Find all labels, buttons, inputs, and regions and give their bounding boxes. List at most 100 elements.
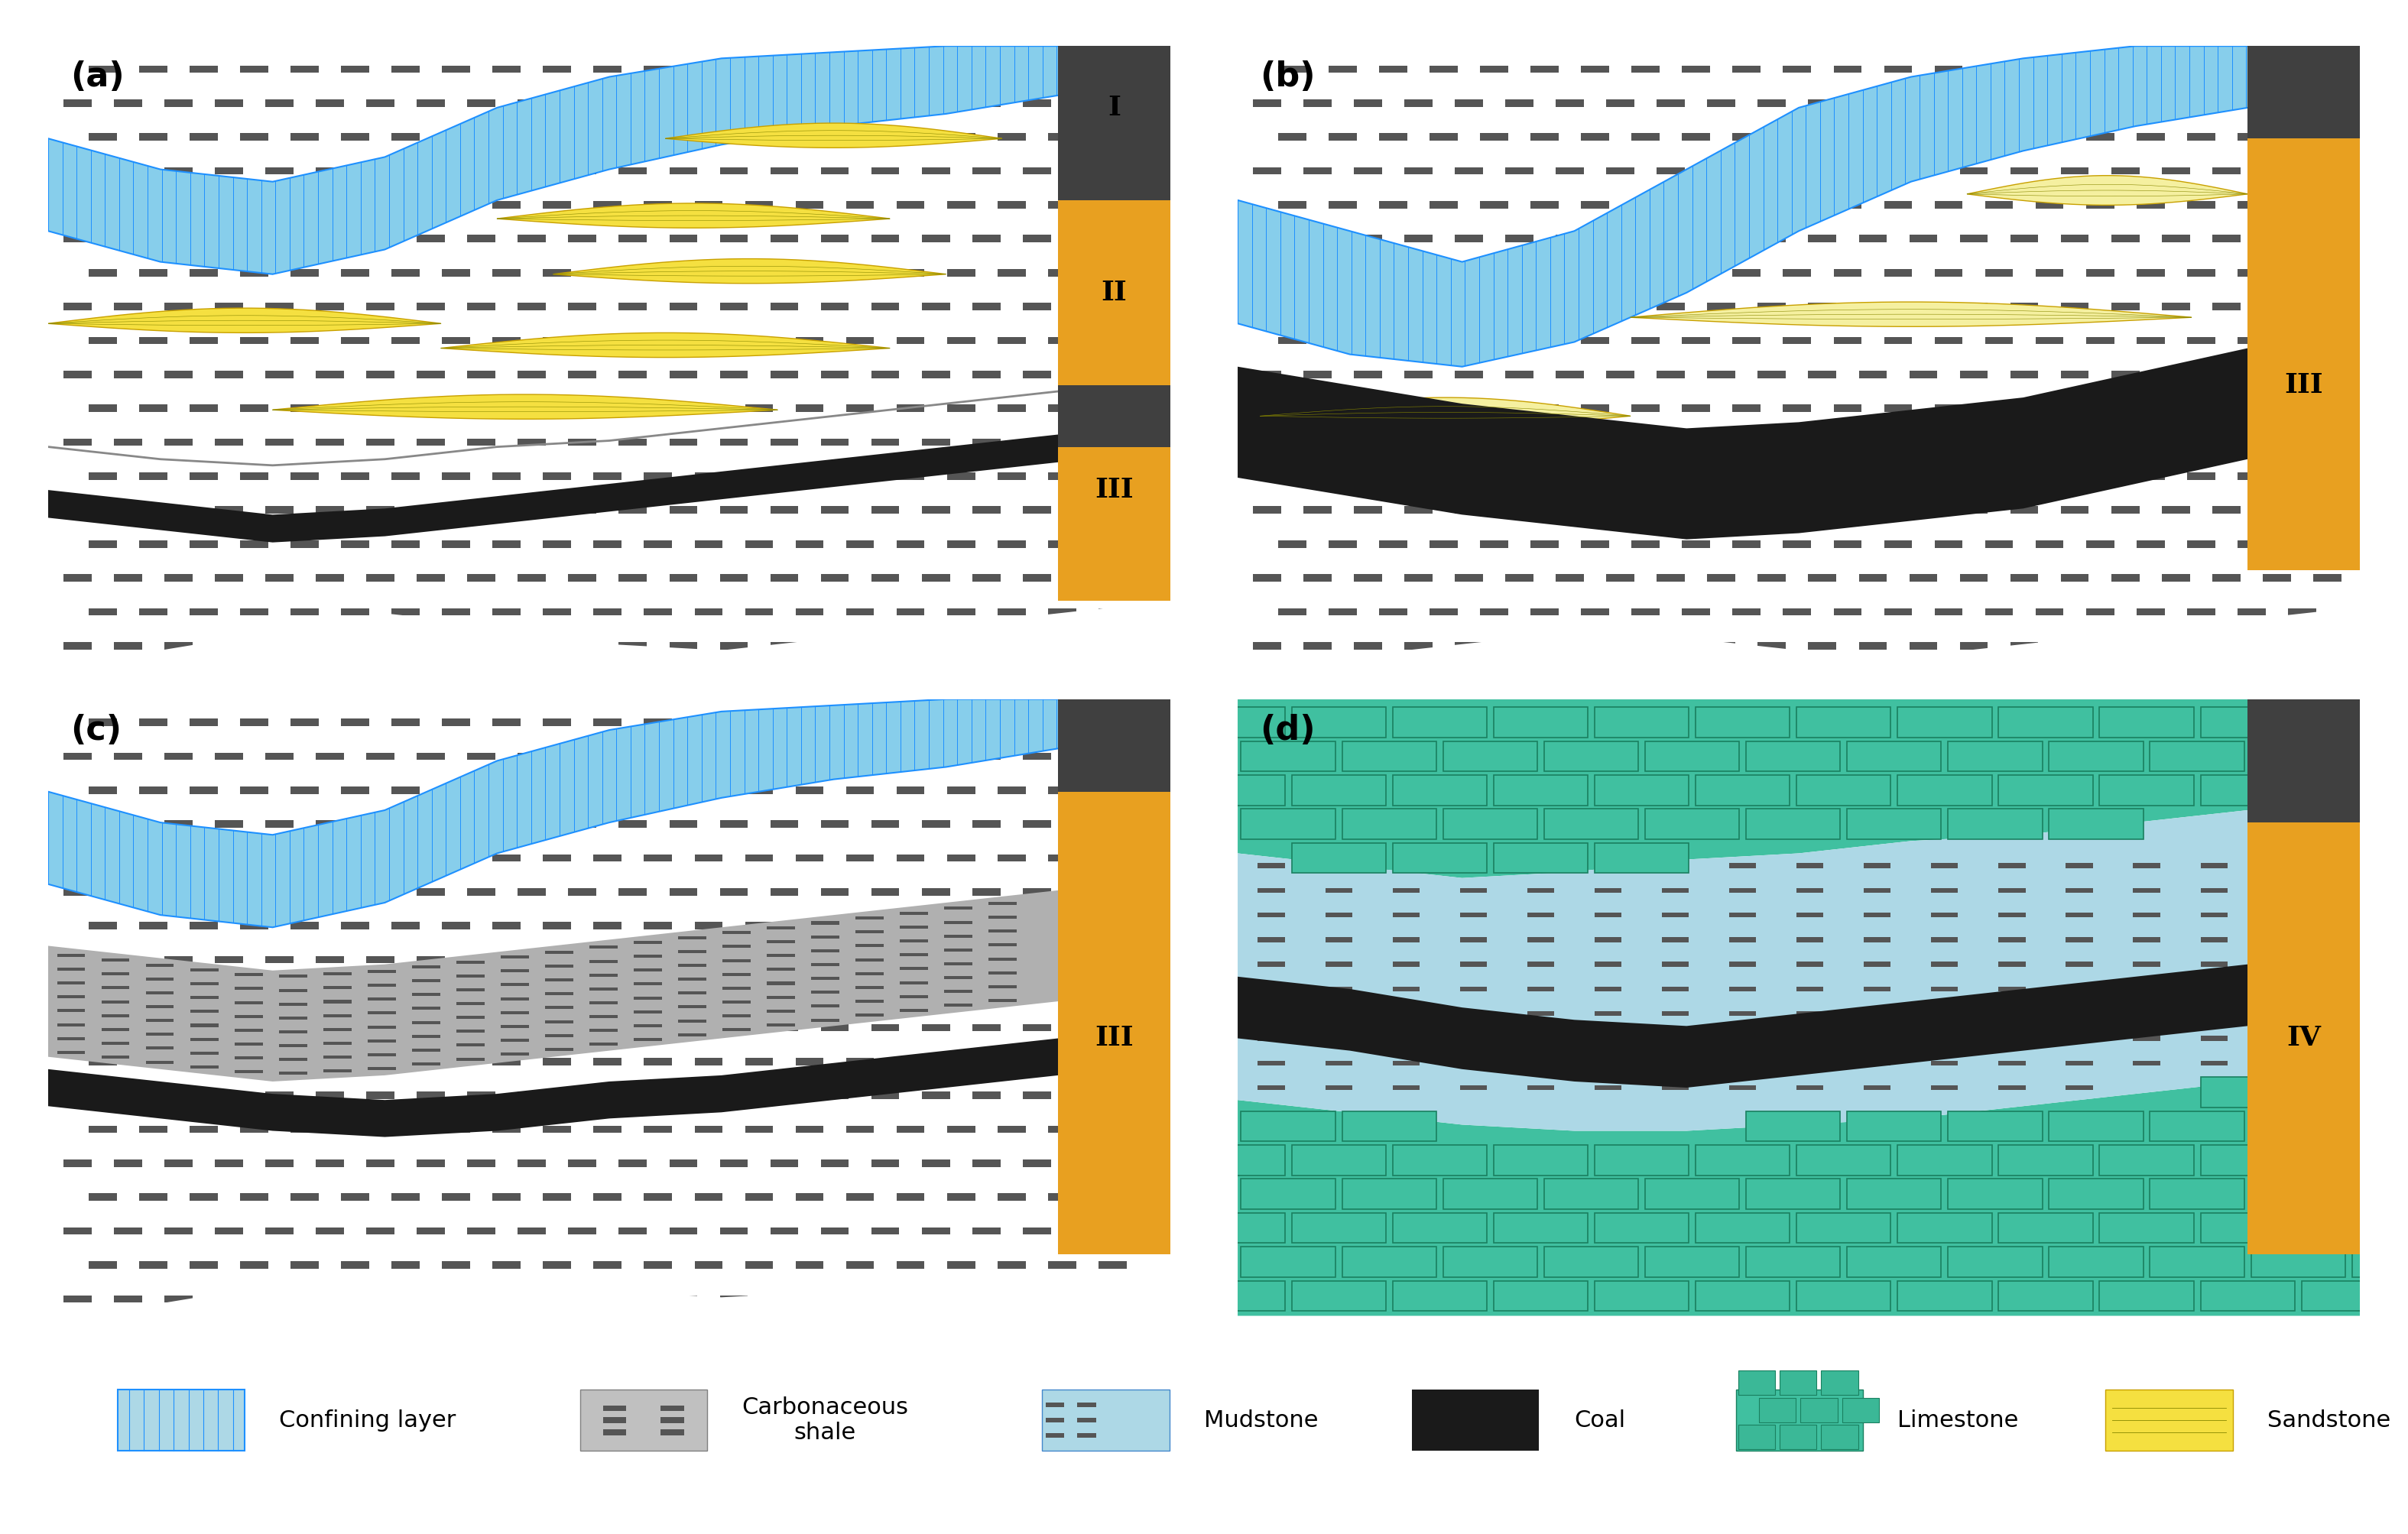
FancyBboxPatch shape (1505, 235, 1534, 242)
FancyBboxPatch shape (190, 996, 219, 999)
Bar (1076, 1402, 1096, 1407)
FancyBboxPatch shape (164, 100, 193, 107)
FancyBboxPatch shape (946, 1193, 975, 1201)
FancyBboxPatch shape (1023, 1023, 1050, 1031)
Bar (1057, 446, 1170, 601)
FancyBboxPatch shape (1594, 1281, 1688, 1312)
FancyBboxPatch shape (265, 643, 294, 649)
FancyBboxPatch shape (821, 574, 850, 581)
FancyBboxPatch shape (190, 540, 217, 548)
FancyBboxPatch shape (1125, 753, 1151, 759)
FancyBboxPatch shape (973, 167, 999, 175)
Bar (1739, 1371, 1775, 1394)
FancyBboxPatch shape (518, 1227, 547, 1235)
FancyBboxPatch shape (147, 1019, 173, 1022)
FancyBboxPatch shape (393, 1193, 419, 1201)
FancyBboxPatch shape (467, 100, 496, 107)
FancyBboxPatch shape (467, 167, 496, 175)
FancyBboxPatch shape (1910, 371, 1938, 377)
Bar (602, 1430, 626, 1436)
FancyBboxPatch shape (619, 1023, 648, 1031)
FancyBboxPatch shape (164, 1227, 193, 1235)
FancyBboxPatch shape (214, 302, 243, 310)
FancyBboxPatch shape (1984, 201, 2013, 209)
FancyBboxPatch shape (544, 337, 571, 344)
FancyBboxPatch shape (1329, 133, 1356, 141)
FancyBboxPatch shape (592, 66, 621, 72)
FancyBboxPatch shape (2066, 962, 2093, 966)
FancyBboxPatch shape (1796, 1035, 1823, 1040)
FancyBboxPatch shape (1731, 405, 1760, 413)
FancyBboxPatch shape (2237, 472, 2266, 480)
FancyBboxPatch shape (1047, 1058, 1076, 1065)
FancyBboxPatch shape (494, 337, 520, 344)
FancyBboxPatch shape (2201, 888, 2227, 893)
FancyBboxPatch shape (1074, 888, 1100, 896)
FancyBboxPatch shape (291, 1126, 318, 1134)
FancyBboxPatch shape (315, 574, 344, 581)
Text: III: III (2285, 373, 2324, 399)
Text: Carbonaceous
shale: Carbonaceous shale (742, 1396, 908, 1443)
FancyBboxPatch shape (544, 1006, 573, 1009)
FancyBboxPatch shape (2085, 66, 2114, 72)
FancyBboxPatch shape (1683, 540, 1710, 548)
FancyBboxPatch shape (443, 922, 470, 930)
FancyBboxPatch shape (1758, 506, 1787, 514)
FancyBboxPatch shape (973, 753, 999, 759)
FancyBboxPatch shape (771, 302, 799, 310)
FancyBboxPatch shape (214, 506, 243, 514)
FancyBboxPatch shape (2085, 201, 2114, 209)
FancyBboxPatch shape (1934, 268, 1963, 276)
FancyBboxPatch shape (2201, 962, 2227, 966)
FancyBboxPatch shape (234, 1002, 262, 1005)
FancyBboxPatch shape (744, 133, 773, 141)
FancyBboxPatch shape (1808, 506, 1837, 514)
FancyBboxPatch shape (1999, 937, 2025, 942)
Bar (1045, 1417, 1064, 1422)
FancyBboxPatch shape (544, 66, 571, 72)
FancyBboxPatch shape (467, 753, 496, 759)
FancyBboxPatch shape (164, 574, 193, 581)
FancyBboxPatch shape (855, 1014, 884, 1017)
FancyBboxPatch shape (821, 821, 850, 828)
FancyBboxPatch shape (1948, 1111, 2042, 1141)
FancyBboxPatch shape (592, 854, 621, 862)
FancyBboxPatch shape (896, 718, 925, 726)
FancyBboxPatch shape (2201, 937, 2227, 942)
FancyBboxPatch shape (590, 946, 616, 950)
FancyBboxPatch shape (1796, 1144, 1890, 1175)
FancyBboxPatch shape (592, 405, 621, 413)
FancyBboxPatch shape (2011, 302, 2037, 310)
FancyBboxPatch shape (113, 1092, 142, 1098)
FancyBboxPatch shape (1329, 66, 1356, 72)
FancyBboxPatch shape (694, 854, 722, 862)
FancyBboxPatch shape (771, 643, 799, 649)
FancyBboxPatch shape (766, 996, 795, 999)
FancyBboxPatch shape (643, 133, 672, 141)
FancyBboxPatch shape (1594, 1085, 1621, 1091)
FancyBboxPatch shape (1898, 1213, 1991, 1243)
FancyBboxPatch shape (241, 268, 267, 276)
FancyBboxPatch shape (2213, 506, 2239, 514)
FancyBboxPatch shape (467, 574, 496, 581)
FancyBboxPatch shape (568, 643, 597, 649)
FancyBboxPatch shape (2264, 439, 2290, 446)
FancyBboxPatch shape (795, 540, 824, 548)
FancyBboxPatch shape (1808, 574, 1837, 581)
FancyBboxPatch shape (946, 337, 975, 344)
FancyBboxPatch shape (592, 337, 621, 344)
FancyBboxPatch shape (164, 371, 193, 377)
FancyBboxPatch shape (1353, 574, 1382, 581)
FancyBboxPatch shape (241, 1058, 267, 1065)
FancyBboxPatch shape (140, 66, 166, 72)
FancyBboxPatch shape (518, 506, 547, 514)
FancyBboxPatch shape (1023, 888, 1050, 896)
FancyBboxPatch shape (872, 1227, 898, 1235)
FancyBboxPatch shape (323, 986, 352, 989)
FancyBboxPatch shape (518, 439, 547, 446)
FancyBboxPatch shape (821, 1023, 850, 1031)
FancyBboxPatch shape (922, 956, 949, 963)
FancyBboxPatch shape (2201, 986, 2227, 991)
FancyBboxPatch shape (2288, 405, 2316, 413)
FancyBboxPatch shape (944, 989, 973, 992)
